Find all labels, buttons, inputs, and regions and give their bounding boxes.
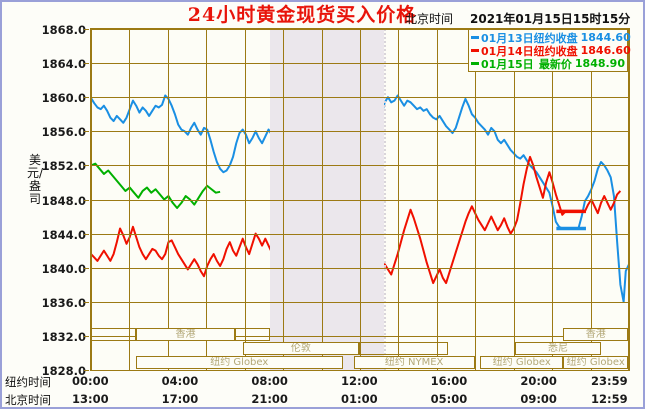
x-axis-tick-label: 13:00: [72, 392, 109, 406]
session-label: 纽约 Globex: [566, 357, 625, 368]
y-axis-tick-label: 1832.0: [41, 329, 86, 344]
session-label: 香港: [585, 329, 606, 340]
legend-dash-icon: [471, 36, 479, 39]
legend-item[interactable]: 01月14日 纽约收盘 1846.60: [469, 44, 631, 58]
grid-line-vertical: [322, 29, 323, 370]
x-axis-row-label: 北京时间: [5, 393, 51, 407]
plot-area: [90, 28, 630, 371]
legend-value: 1846.60: [580, 44, 631, 57]
legend: 01月13日 纽约收盘 1844.60 01月14日 纽约收盘 1846.60 01月15日…: [468, 29, 631, 72]
session-bar-7: 纽约 Globex: [135, 356, 343, 369]
session-bar-3: 香港: [563, 328, 628, 341]
y-axis-tick-mark: [84, 165, 89, 167]
x-axis-tick-label: 01:00: [341, 392, 378, 406]
y-axis-tick-label: 1840.0: [41, 261, 86, 276]
x-axis-tick-label: 00:00: [72, 374, 109, 388]
legend-date: 01月15日: [481, 57, 534, 71]
legend-date: 01月14日: [481, 44, 534, 58]
session-bar-9: 纽约 Globex: [480, 356, 564, 369]
y-axis-tick-label: 1836.0: [41, 295, 86, 310]
x-axis-tick-label: 16:00: [430, 374, 468, 388]
session-bar-empty: [359, 342, 449, 355]
y-axis-tick-mark: [84, 335, 89, 337]
x-axis-tick-label: 09:00: [520, 392, 557, 406]
x-axis-row-label: 纽约时间: [5, 375, 51, 389]
y-axis-tick-mark: [84, 267, 89, 269]
session-bar-6: 悉尼: [515, 342, 602, 355]
session-label: 香港: [175, 329, 196, 340]
session-label: 伦敦: [290, 343, 311, 354]
y-axis-tick-label: 1860.0: [41, 91, 86, 106]
x-axis-tick-label: 17:00: [161, 392, 199, 406]
grid-line-vertical: [552, 29, 553, 370]
x-axis-tick-label: 21:00: [251, 392, 288, 406]
y-axis-tick-label: 1844.0: [41, 227, 86, 242]
session-bar-4: 伦敦: [242, 342, 359, 355]
x-axis-tick-label: 12:00: [341, 374, 378, 388]
session-bar-empty: [90, 328, 136, 341]
y-axis-tick-label: 1864.0: [41, 57, 86, 72]
y-axis-tick-mark: [84, 63, 89, 65]
grid-line-vertical: [129, 29, 130, 370]
grid-line-vertical: [475, 29, 476, 370]
timestamp: 2021年01月15日15时15分: [470, 12, 631, 26]
x-axis-tick-label: 23:59: [591, 374, 628, 388]
legend-label: 纽约收盘: [533, 44, 578, 58]
session-bar-10: 纽约 Globex: [563, 356, 628, 369]
y-axis-tick-label: 1856.0: [41, 125, 86, 140]
legend-item[interactable]: 01月15日 最新价 1848.90: [469, 57, 627, 71]
trading-session-bars: 香港 香港伦敦 悉尼纽约 Globex 纽约 NYMEX 纽约 Globex 纽约 Glo…: [90, 328, 630, 371]
grid-line-vertical: [514, 29, 515, 370]
grid-line-vertical: [245, 29, 246, 370]
nymex-session-shading: [269, 29, 385, 370]
x-axis-tick-label: 12:59: [591, 392, 628, 406]
grid-line-vertical: [628, 29, 629, 370]
session-bar-0: 香港: [135, 328, 236, 341]
legend-date: 01月13日: [481, 31, 534, 45]
legend-dash-icon: [471, 62, 479, 65]
legend-label: 最新价: [538, 57, 572, 71]
price-line-jan15: [91, 162, 221, 210]
y-axis-tick-mark: [84, 131, 89, 133]
page-title: 24小时黄金现货买入价格: [187, 4, 417, 26]
legend-label: 纽约收盘: [533, 31, 578, 45]
session-label: 纽约 Globex: [492, 357, 551, 368]
session-label: 纽约 NYMEX: [384, 357, 444, 368]
grid-line-vertical: [283, 29, 284, 370]
grid-line-vertical: [398, 29, 399, 370]
session-bar-8: 纽约 NYMEX: [353, 356, 475, 369]
timezone-label: 北京时间: [405, 12, 454, 26]
y-axis-tick-mark: [84, 199, 89, 201]
legend-dash-icon: [471, 49, 479, 52]
grid-line-vertical: [591, 29, 592, 370]
nymex-session-shading-edge: [384, 29, 387, 370]
grid-line-vertical: [360, 29, 361, 370]
x-axis-tick-label: 04:00: [161, 374, 199, 388]
y-axis-tick-label: 1848.0: [41, 193, 86, 208]
x-axis-tick-label: 20:00: [520, 374, 557, 388]
legend-value: 1848.90: [574, 57, 625, 70]
y-axis-tick-mark: [84, 29, 89, 30]
y-axis-tick-label: 1868.0: [41, 23, 86, 37]
x-axis-tick-label: 05:00: [430, 392, 468, 406]
session-label: 悉尼: [548, 343, 569, 354]
session-bar-empty: [235, 328, 270, 341]
y-axis-tick-mark: [84, 301, 89, 303]
grid-line-vertical: [91, 29, 92, 370]
x-axis: 纽约时间 00:00 04:00 08:00 12:00 16:00 20:00 23:59 北…: [2, 372, 643, 407]
y-axis-title: 美元/盎司: [26, 153, 44, 206]
y-axis-tick-label: 1852.0: [41, 159, 86, 174]
grid-line-vertical: [168, 29, 169, 370]
legend-item[interactable]: 01月13日 纽约收盘 1844.60: [469, 31, 631, 45]
grid-line-vertical: [206, 29, 207, 370]
y-axis-tick-mark: [84, 97, 89, 99]
x-axis-tick-label: 08:00: [251, 374, 288, 388]
y-axis-tick-label: 1828.0: [41, 364, 86, 378]
legend-value: 1844.60: [580, 31, 631, 44]
y-axis-tick-mark: [84, 233, 89, 235]
session-label: 纽约 Globex: [210, 357, 269, 368]
y-axis-tick-mark: [84, 370, 89, 371]
grid-line-vertical: [437, 29, 438, 370]
